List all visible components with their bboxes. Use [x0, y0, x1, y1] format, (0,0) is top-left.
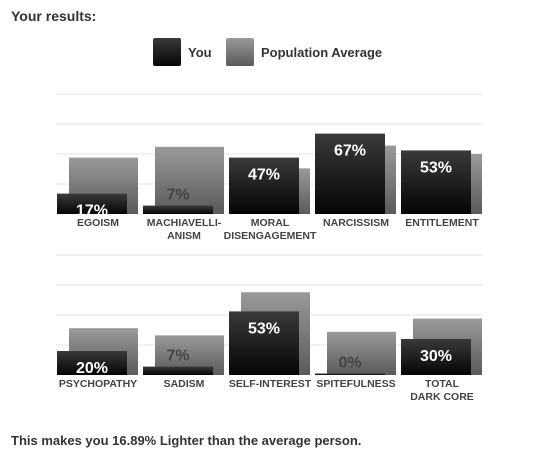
- legend-swatch-average: [226, 38, 254, 66]
- bar-you: [401, 339, 471, 375]
- category-label: MORAL: [251, 217, 290, 229]
- results-heading: Your results:: [11, 8, 97, 24]
- data-label-you: 67%: [334, 143, 366, 160]
- bar-population-average: [155, 146, 224, 214]
- data-label-you: 0%: [338, 355, 361, 372]
- bar-you: [143, 366, 213, 375]
- category-label: NARCISSISM: [323, 217, 389, 229]
- category-label: ANISM: [167, 230, 201, 242]
- bar-you: [57, 193, 127, 214]
- category-label: SELF-INTEREST: [229, 378, 312, 390]
- category-label: PSYCHOPATHY: [59, 378, 137, 390]
- data-label-you: 47%: [248, 167, 280, 184]
- data-label-you: 17%: [76, 203, 108, 220]
- data-label-you: 7%: [166, 348, 189, 365]
- category-label: DISENGAGEMENT: [224, 230, 317, 242]
- bar-you: [57, 351, 127, 375]
- category-label: SADISM: [164, 378, 205, 390]
- category-label: DARK CORE: [410, 391, 474, 403]
- data-label-you: 7%: [166, 187, 189, 204]
- category-label: TOTAL: [425, 378, 460, 390]
- bar-you: [315, 373, 385, 375]
- bar-you: [229, 311, 299, 375]
- data-label-you: 20%: [76, 360, 108, 377]
- legend-label-you: You: [188, 44, 212, 60]
- category-label: EGOISM: [77, 217, 119, 229]
- category-label: SPITEFULNESS: [316, 378, 395, 390]
- legend-average: Population Average: [226, 38, 382, 66]
- data-label-you: 30%: [420, 348, 452, 365]
- category-label: MACHIAVELLI-: [147, 217, 222, 229]
- legend-you: You: [153, 38, 212, 66]
- bar-you: [143, 205, 213, 214]
- legend-label-average: Population Average: [261, 44, 383, 60]
- legend-swatch-you: [153, 38, 181, 66]
- chart-legend: You Population Average: [0, 38, 540, 68]
- bar-you: [229, 157, 299, 214]
- bar-population-average: [327, 331, 396, 375]
- data-label-you: 53%: [248, 320, 280, 337]
- data-label-you: 53%: [420, 159, 452, 176]
- summary-text: This makes you 16.89% Lighter than the a…: [11, 433, 362, 448]
- category-label: ENTITLEMENT: [405, 217, 479, 229]
- bar-you: [401, 150, 471, 214]
- bar-chart: 17%EGOISM 7% MACHIAVELLI-ANISM 47% MORALDISE…: [56, 93, 483, 403]
- bar-you: [315, 133, 385, 214]
